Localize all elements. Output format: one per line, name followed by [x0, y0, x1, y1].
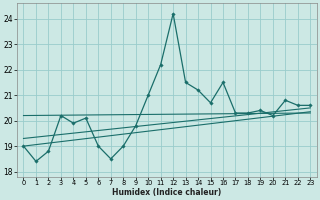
X-axis label: Humidex (Indice chaleur): Humidex (Indice chaleur) — [112, 188, 221, 197]
